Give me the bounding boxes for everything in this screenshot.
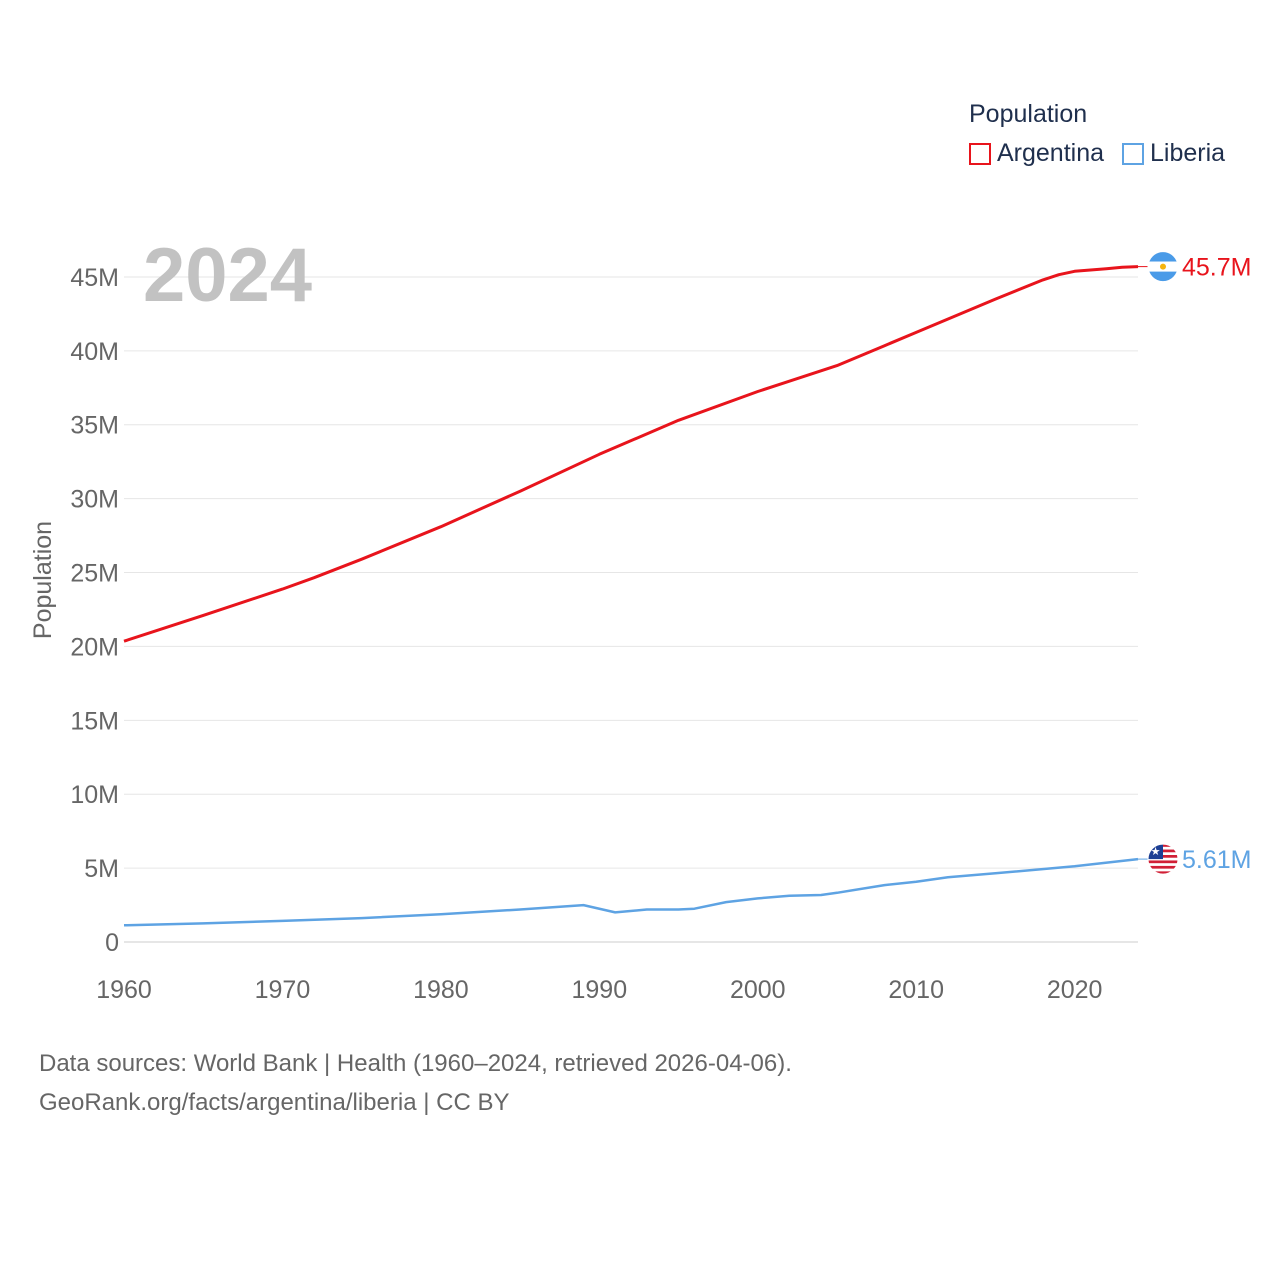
legend-swatch-argentina bbox=[969, 142, 991, 165]
source-line-2[interactable]: GeoRank.org/facts/argentina/liberia | CC… bbox=[39, 1089, 510, 1116]
series-lines bbox=[123, 265, 1139, 927]
series-line-liberia bbox=[123, 857, 1139, 927]
y-tick-label: 25M bbox=[70, 560, 119, 588]
x-tick-label: 2020 bbox=[1047, 976, 1103, 1004]
y-axis-label: Population bbox=[29, 521, 57, 639]
legend: Population Argentina Liberia bbox=[969, 100, 1225, 168]
end-value-label-argentina: 45.7M bbox=[1182, 254, 1251, 282]
year-watermark: 2024 bbox=[143, 233, 313, 318]
y-tick-label: 45M bbox=[70, 264, 119, 292]
legend-item-argentina[interactable]: Argentina bbox=[969, 139, 1104, 168]
series-line-argentina bbox=[123, 265, 1139, 643]
y-tick-label: 30M bbox=[70, 486, 119, 514]
argentina-flag-icon bbox=[1147, 251, 1179, 283]
legend-item-liberia[interactable]: Liberia bbox=[1122, 139, 1225, 168]
series-end-markers: 45.7M ★ 5.61M bbox=[1138, 251, 1251, 875]
y-tick-label: 0 bbox=[105, 929, 119, 957]
x-tick-label: 2010 bbox=[888, 976, 944, 1004]
end-value-label-liberia: 5.61M bbox=[1182, 846, 1251, 874]
liberia-flag-icon: ★ bbox=[1147, 843, 1179, 875]
source-line-1: Data sources: World Bank | Health (1960–… bbox=[39, 1050, 792, 1077]
svg-text:★: ★ bbox=[1151, 845, 1161, 858]
legend-label-argentina: Argentina bbox=[997, 139, 1105, 167]
gridlines bbox=[124, 276, 1138, 943]
y-tick-labels: 0 5M 10M 15M 20M 25M 30M 35M 40M 45M bbox=[70, 264, 119, 957]
x-tick-labels: 1960 1970 1980 1990 2000 2010 2020 bbox=[96, 976, 1102, 1004]
y-tick-label: 35M bbox=[70, 412, 119, 440]
x-tick-label: 1960 bbox=[96, 976, 152, 1004]
y-tick-label: 5M bbox=[84, 855, 119, 883]
legend-label-liberia: Liberia bbox=[1150, 139, 1226, 167]
y-tick-label: 20M bbox=[70, 633, 119, 661]
data-source-note: Data sources: World Bank | Health (1960–… bbox=[39, 1044, 792, 1122]
legend-title: Population bbox=[969, 100, 1088, 128]
y-tick-label: 15M bbox=[70, 707, 119, 735]
x-tick-label: 1970 bbox=[255, 976, 311, 1004]
x-tick-label: 1980 bbox=[413, 976, 469, 1004]
x-tick-label: 2000 bbox=[730, 976, 786, 1004]
y-tick-label: 10M bbox=[70, 781, 119, 809]
x-tick-label: 1990 bbox=[572, 976, 628, 1004]
legend-swatch-liberia bbox=[1122, 142, 1145, 165]
y-tick-label: 40M bbox=[70, 338, 119, 366]
